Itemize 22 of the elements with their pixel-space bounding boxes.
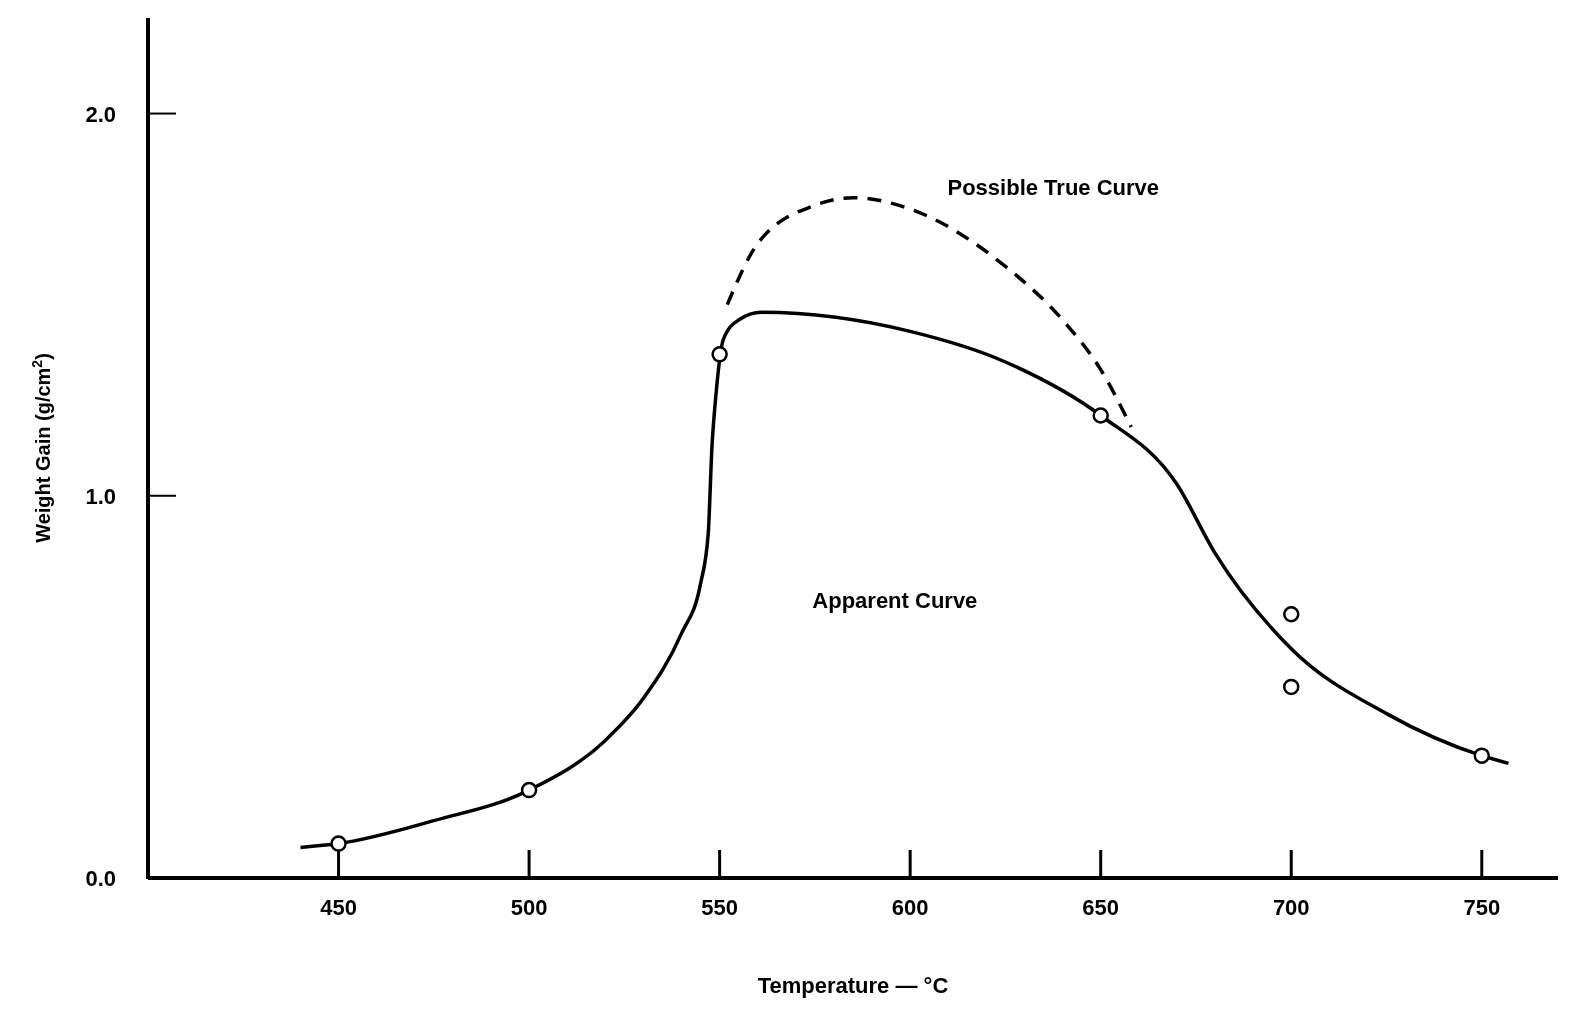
- point: [1473, 747, 1491, 764]
- point: [1092, 407, 1109, 424]
- x-tick-label: 500: [510, 895, 548, 920]
- point: [1282, 678, 1300, 696]
- x-tick-label: 600: [891, 895, 929, 920]
- line-series: [725, 195, 1133, 429]
- x-tick-label: 450: [320, 895, 357, 920]
- x-tick-label: 700: [1272, 895, 1310, 920]
- y-tick-label: 2.0: [85, 101, 116, 127]
- y-tick-label: 0.0: [85, 866, 116, 891]
- y-tick-label: 1.0: [85, 483, 116, 509]
- point: [520, 781, 538, 799]
- annotation: Possible True Curve: [947, 174, 1160, 201]
- point: [330, 835, 347, 852]
- line-series: [298, 310, 1511, 850]
- x-axis-title: Temperature — °C: [757, 973, 949, 998]
- annotation: Apparent Curve: [812, 588, 978, 615]
- x-tick-label: 550: [701, 895, 738, 920]
- point: [1282, 606, 1300, 623]
- x-tick-label: 750: [1463, 895, 1501, 920]
- point: [711, 346, 728, 363]
- x-tick-label: 650: [1082, 895, 1120, 920]
